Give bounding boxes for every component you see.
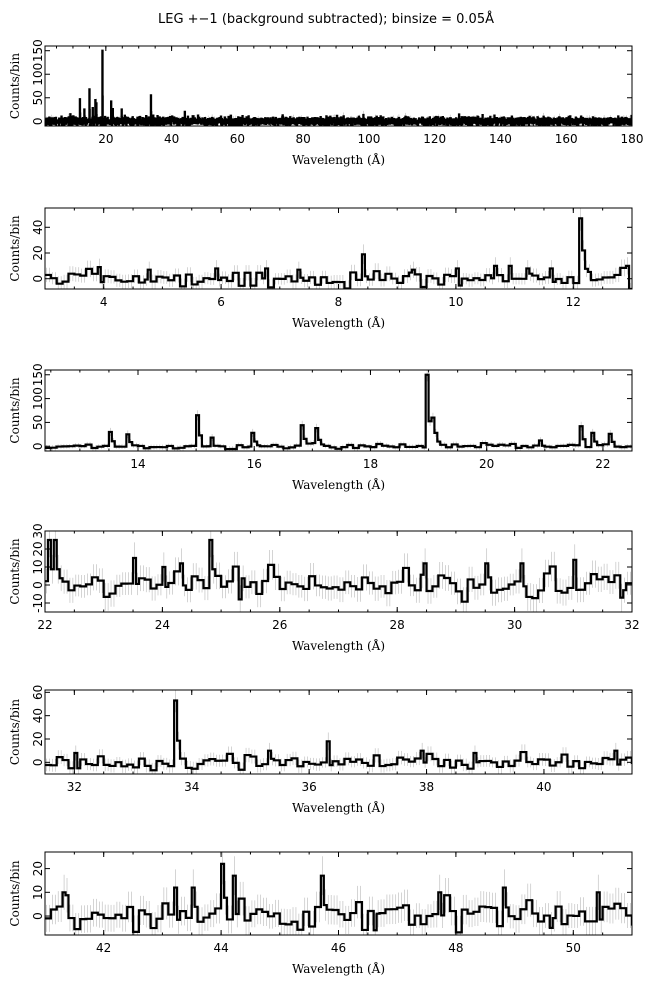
y-tick-label: 20 (31, 245, 45, 260)
y-axis-label: Counts/bin (8, 215, 22, 281)
x-axis-label: Wavelength (Å) (292, 638, 385, 653)
y-tick-label: 0 (31, 117, 45, 125)
x-tick-label: 60 (230, 132, 245, 146)
x-tick-label: 160 (555, 132, 578, 146)
x-tick-label: 22 (37, 618, 52, 632)
x-tick-label: 34 (184, 780, 199, 794)
y-tick-label: 20 (31, 541, 45, 556)
panel-2: 4 6 8 10 12 0 20 40 Wavelength (Å) Counts/bin (8, 207, 633, 330)
x-tick-label: 30 (507, 618, 522, 632)
spectrum-trace (45, 538, 632, 603)
y-tick-label: 100 (31, 387, 45, 410)
x-tick-label: 180 (621, 132, 644, 146)
x-tick-label: 140 (489, 132, 512, 146)
x-tick-label: 48 (448, 941, 463, 955)
x-tick-label: 46 (331, 941, 346, 955)
error-bars (46, 690, 631, 774)
spectrum-trace (45, 699, 632, 772)
y-tick-label: 150 (31, 363, 45, 386)
x-axis-label: Wavelength (Å) (292, 477, 385, 492)
y-tick-label: 20 (31, 731, 45, 746)
error-bars (46, 370, 631, 451)
chart-title: LEG +−1 (background subtracted); binsize… (158, 11, 494, 27)
y-tick-label: 50 (31, 90, 45, 105)
x-tick-label: 10 (448, 295, 463, 309)
y-tick-label: 150 (31, 39, 45, 62)
panels-group: 20 40 60 80 100 120 140 160 180050100150Waveleng… (8, 39, 643, 976)
y-tick-label: 100 (31, 63, 45, 86)
x-axis-label: Wavelength (Å) (292, 800, 385, 815)
y-tick-label: 0 (31, 581, 45, 589)
y-tick-label: 40 (31, 220, 45, 235)
x-axis-label: Wavelength (Å) (292, 315, 385, 330)
plot-frame (44, 369, 633, 452)
x-tick-label: 36 (302, 780, 317, 794)
x-tick-label: 24 (155, 618, 170, 632)
x-tick-label: 50 (566, 941, 581, 955)
spectrum-trace (45, 49, 632, 126)
panel-6: 42 44 46 48 50 0 10 20 Wavelength (Å) Counts/bin (8, 851, 633, 976)
x-tick-label: 32 (67, 780, 82, 794)
y-tick-label: -10 (31, 593, 45, 613)
x-tick-label: 40 (164, 132, 179, 146)
panel-4: 22 24 26 28 30 32 -10 0 10 20 30 Wavelength (Å) Coun… (8, 523, 640, 653)
x-tick-label: 44 (213, 941, 228, 955)
spectrum-trace (45, 862, 632, 934)
y-axis-label: Counts/bin (8, 538, 22, 604)
x-tick-label: 42 (96, 941, 111, 955)
y-tick-label: 0 (31, 442, 45, 450)
x-tick-label: 40 (536, 780, 551, 794)
panel-1: 20 40 60 80 100 120 140 160 180050100150Waveleng… (8, 39, 643, 167)
y-tick-label: 60 (31, 685, 45, 700)
panel-5: 32 34 36 38 40 0 20 40 60 Wavelength (Å) Counts/bi… (8, 685, 633, 815)
y-axis-label: Counts/bin (8, 860, 22, 926)
x-tick-label: 120 (423, 132, 446, 146)
spectrum-trace (45, 373, 632, 451)
y-tick-label: 30 (31, 523, 45, 538)
x-tick-label: 20 (479, 457, 494, 471)
x-tick-label: 28 (390, 618, 405, 632)
y-axis-label: Counts/bin (8, 53, 22, 119)
x-tick-label: 38 (419, 780, 434, 794)
spectrum-trace (45, 217, 632, 289)
x-tick-label: 18 (363, 457, 378, 471)
y-tick-label: 0 (31, 912, 45, 920)
x-axis-label: Wavelength (Å) (292, 152, 385, 167)
x-tick-label: 22 (595, 457, 610, 471)
y-tick-label: 40 (31, 708, 45, 723)
plot-frame (44, 45, 633, 127)
y-axis-label: Counts/bin (8, 699, 22, 765)
x-tick-label: 100 (357, 132, 380, 146)
x-tick-label: 14 (130, 457, 145, 471)
x-tick-label: 16 (247, 457, 262, 471)
y-tick-label: 10 (31, 559, 45, 574)
x-tick-label: 32 (624, 618, 639, 632)
x-axis-label: Wavelength (Å) (292, 961, 385, 976)
y-axis-label: Counts/bin (8, 377, 22, 443)
x-tick-label: 12 (566, 295, 581, 309)
y-tick-label: 50 (31, 415, 45, 430)
y-tick-label: 10 (31, 885, 45, 900)
y-tick-label: 0 (31, 275, 45, 283)
x-tick-label: 8 (335, 295, 343, 309)
y-tick-label: 20 (31, 861, 45, 876)
x-tick-label: 26 (272, 618, 287, 632)
x-tick-label: 6 (217, 295, 225, 309)
x-tick-label: 20 (98, 132, 113, 146)
x-tick-label: 4 (100, 295, 108, 309)
y-tick-label: 0 (31, 759, 45, 767)
x-tick-label: 80 (296, 132, 311, 146)
error-bars (46, 852, 631, 935)
